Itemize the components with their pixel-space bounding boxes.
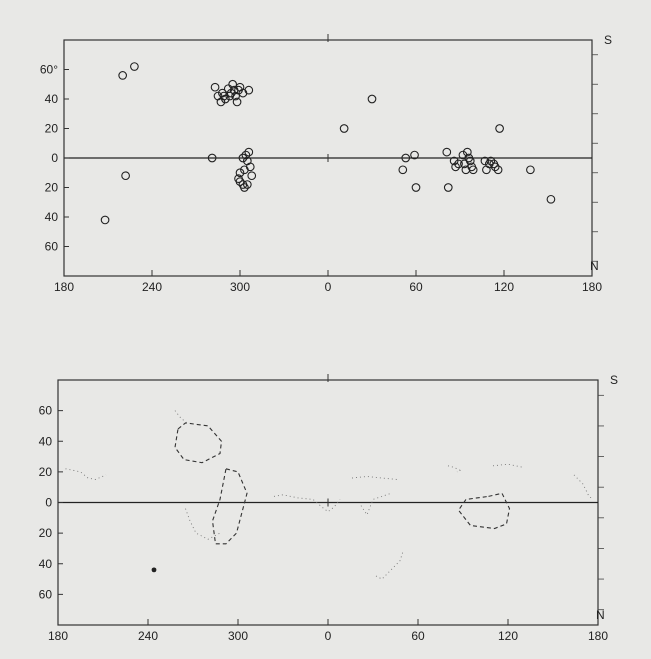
y-tick-label: 40 <box>45 210 59 224</box>
data-point <box>454 159 463 169</box>
dotted-trace <box>375 551 404 580</box>
data-point <box>242 180 252 189</box>
right-label-north: N <box>590 259 599 273</box>
data-point <box>410 150 419 160</box>
x-tick-label: 0 <box>325 629 332 643</box>
dotted-trace <box>360 492 392 516</box>
data-point <box>465 156 475 166</box>
data-point <box>339 124 349 133</box>
data-point <box>238 153 248 163</box>
dashed-contour <box>457 492 511 530</box>
y-tick-label: 0 <box>51 151 58 165</box>
data-point <box>241 150 251 160</box>
y-tick-label: 40 <box>39 434 53 448</box>
x-tick-label: 60 <box>411 629 425 643</box>
y-tick-label: 60 <box>39 587 53 601</box>
right-label-south: S <box>610 373 618 387</box>
data-point <box>411 183 421 192</box>
x-tick-label: 300 <box>230 280 250 294</box>
data-point <box>228 79 238 89</box>
data-point <box>240 165 249 175</box>
data-point <box>226 88 236 98</box>
y-tick-label: 20 <box>39 526 53 540</box>
data-point <box>398 165 408 175</box>
data-point <box>121 171 130 181</box>
y-tick-label: 60 <box>45 240 59 254</box>
x-tick-label: 180 <box>48 629 68 643</box>
dotted-trace <box>351 476 398 480</box>
dashed-contour <box>211 468 248 545</box>
dotted-trace <box>492 463 524 468</box>
right-label-south: S <box>604 33 612 47</box>
x-tick-label: 300 <box>228 629 248 643</box>
dotted-trace <box>185 508 221 540</box>
y-tick-label: 20 <box>45 181 59 195</box>
dotted-trace <box>573 474 594 500</box>
data-point <box>442 147 452 157</box>
dotted-trace <box>273 494 341 513</box>
data-point <box>235 168 245 178</box>
x-tick-label: 120 <box>494 280 514 294</box>
data-point <box>468 165 478 175</box>
y-tick-label: 0 <box>45 496 52 510</box>
x-tick-label: 180 <box>54 280 74 294</box>
data-point <box>118 71 128 80</box>
dotted-trace <box>447 465 461 473</box>
data-point <box>480 156 490 166</box>
y-tick-label: 60 <box>39 404 53 418</box>
dashed-contour <box>174 422 223 464</box>
x-tick-label: 180 <box>582 280 602 294</box>
data-point <box>493 165 503 175</box>
data-point <box>526 165 535 175</box>
x-tick-label: 60 <box>409 280 423 294</box>
x-tick-label: 120 <box>498 629 518 643</box>
data-point <box>245 162 255 172</box>
chart-panel-bottom: 180 240 300 0 60 120 180 60 40 20 0 20 40 60 S N <box>39 373 618 643</box>
dotted-trace <box>174 410 188 424</box>
chart-panel-top: 180 240 300 0 60 120 180 60° 40 20 0 20 40 60 S N <box>40 33 612 294</box>
y-tick-label: 40 <box>39 557 53 571</box>
y-tick-label: 20 <box>45 122 59 136</box>
y-tick-label: 20 <box>39 465 53 479</box>
data-point <box>210 82 220 92</box>
x-tick-label: 0 <box>325 280 332 294</box>
x-tick-label: 240 <box>142 280 162 294</box>
data-point <box>240 183 249 192</box>
y-tick-label: 40 <box>45 92 59 106</box>
dotted-trace <box>65 468 107 480</box>
data-point <box>462 147 472 157</box>
data-point <box>244 85 254 95</box>
data-point <box>495 124 504 133</box>
data-point <box>235 177 245 186</box>
data-point <box>232 97 242 107</box>
data-point <box>546 194 556 204</box>
data-point <box>449 156 459 166</box>
x-tick-label: 180 <box>588 629 608 643</box>
y-tick-label: 60° <box>40 63 58 77</box>
data-point <box>130 62 139 71</box>
right-label-north: N <box>596 608 605 622</box>
data-point <box>244 147 254 157</box>
data-point <box>207 153 217 163</box>
data-point <box>100 215 110 225</box>
dot-marker <box>151 567 157 573</box>
data-point <box>486 156 496 166</box>
data-point <box>220 94 230 104</box>
data-point <box>490 162 500 172</box>
data-point <box>367 94 377 104</box>
data-point <box>451 162 460 172</box>
data-point <box>401 153 411 163</box>
data-point <box>443 183 453 192</box>
data-point <box>247 171 257 181</box>
x-tick-label: 240 <box>138 629 158 643</box>
